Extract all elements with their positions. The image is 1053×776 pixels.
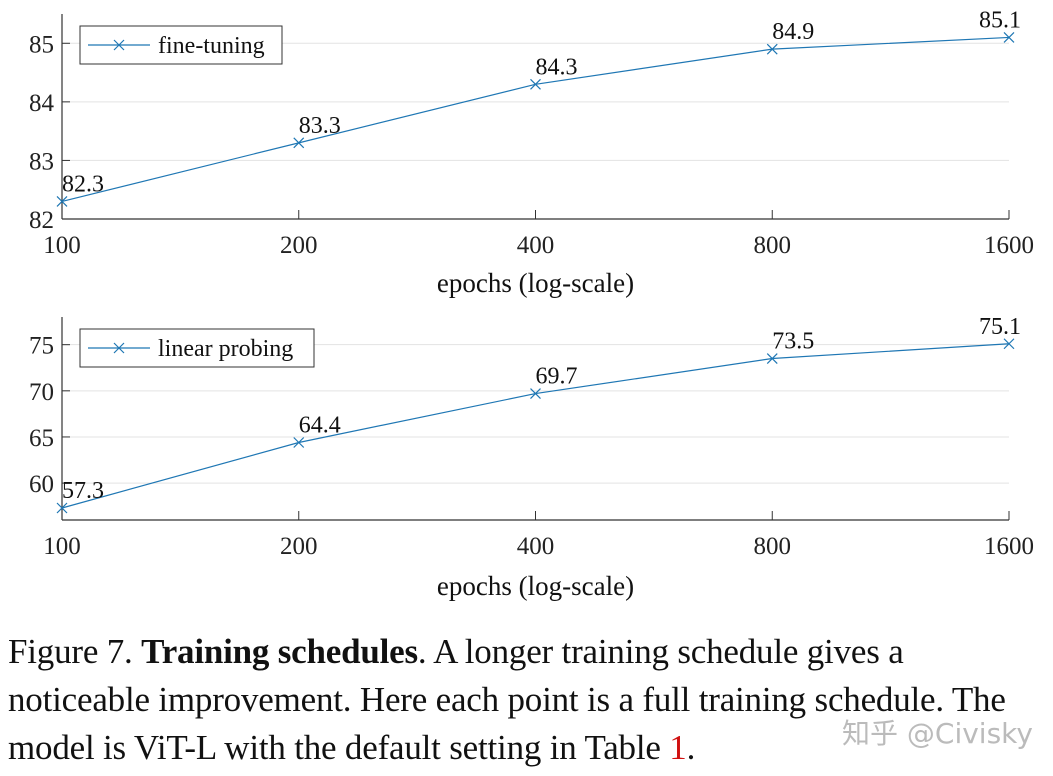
x-tick-label: 200: [280, 533, 318, 560]
caption-title: Training schedules: [141, 632, 418, 671]
data-point-marker: [766, 43, 778, 55]
data-label: 84.3: [536, 54, 578, 80]
data-label: 69.7: [536, 364, 578, 390]
caption-text: . A longer training schedule gives a not…: [8, 632, 1006, 767]
data-label: 64.4: [299, 412, 341, 438]
data-point-marker: [56, 196, 68, 207]
legend-label: linear probing: [158, 336, 293, 362]
data-point-marker: [530, 388, 541, 400]
data-point-marker: [56, 502, 68, 514]
data-point-marker: [1003, 338, 1015, 350]
data-point-marker: [766, 353, 778, 364]
data-label: 84.9: [772, 19, 814, 45]
data-point-marker: [293, 437, 305, 448]
y-tick-label: 84: [29, 90, 55, 117]
x-tick-label: 1600: [984, 533, 1034, 560]
x-tick-label: 400: [517, 232, 555, 259]
x-tick-label: 800: [754, 232, 792, 259]
x-tick-label: 400: [517, 533, 555, 560]
caption-prefix: Figure 7.: [8, 632, 142, 671]
y-tick-label: 82: [29, 207, 54, 234]
data-label: 85.1: [979, 7, 1021, 33]
x-tick-label: 1600: [984, 232, 1034, 259]
data-label: 75.1: [979, 314, 1021, 340]
x-tick-label: 100: [43, 533, 81, 560]
data-point-marker: [530, 78, 541, 90]
data-point-marker: [1003, 32, 1015, 43]
legend-label: fine-tuning: [158, 33, 265, 59]
x-axis-label: epochs (log-scale): [437, 268, 634, 298]
table-reference-link[interactable]: 1: [669, 728, 687, 767]
y-tick-label: 75: [29, 333, 54, 360]
legend-marker: [113, 342, 125, 354]
y-tick-label: 85: [29, 31, 54, 58]
caption-suffix: .: [686, 728, 696, 767]
data-label: 57.3: [62, 478, 104, 504]
legend-marker: [113, 39, 125, 51]
x-tick-label: 800: [754, 533, 792, 560]
watermark: 知乎 @Civisky: [842, 717, 1033, 750]
data-label: 82.3: [62, 171, 104, 197]
x-tick-label: 200: [280, 232, 318, 259]
y-tick-label: 70: [29, 379, 54, 406]
x-tick-label: 100: [43, 232, 81, 259]
y-tick-label: 83: [29, 148, 54, 175]
data-label: 83.3: [299, 113, 341, 139]
x-axis-label: epochs (log-scale): [437, 571, 634, 601]
figure-caption: Figure 7. Training schedules. A longer t…: [8, 628, 1048, 772]
data-point-marker: [293, 137, 305, 149]
y-tick-label: 65: [29, 425, 54, 452]
y-tick-label: 60: [29, 471, 54, 498]
training-schedule-charts: 82 83 84 85 100 200 400 800 1600 epochs (log-scal…: [29, 7, 1034, 601]
data-label: 73.5: [772, 329, 814, 355]
